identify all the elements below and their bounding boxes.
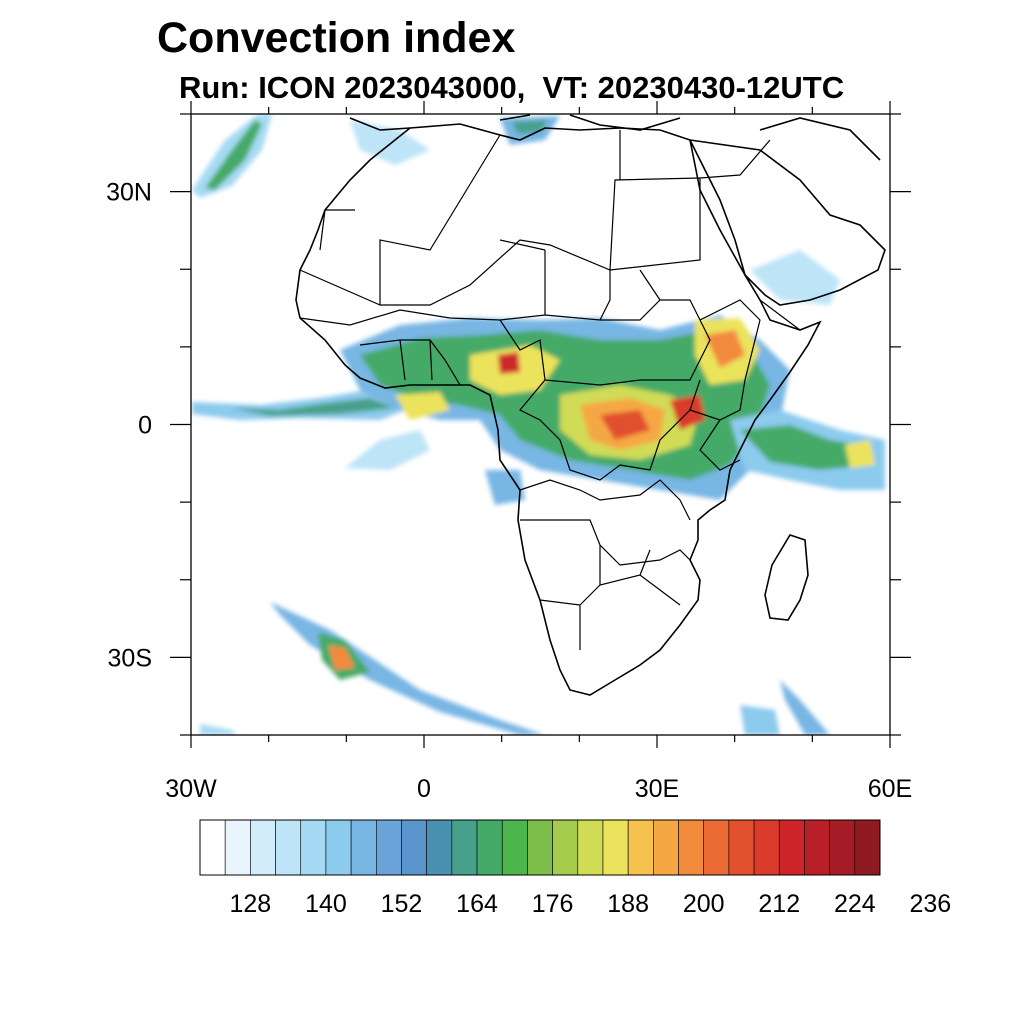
colorbar-swatch [275,819,302,876]
colorbar-outline [199,819,881,876]
field-patch-southwest-edge [200,724,236,735]
colorbar-swatch [527,819,553,876]
chart-subtitle: Run: ICON 2023043000, VT: 20230430-12UTC [179,70,845,105]
colorbar-swatch [451,819,478,876]
field-patch-north-atlantic-core [205,120,262,190]
chart-title: Convection index [157,14,516,62]
field-patch-southeast-band2 [740,705,780,735]
colorbar-swatch [804,819,830,876]
field-patch-south-atlantic-front [270,602,545,735]
axis-tick-labels: 30W 0 30E 60E 30N 0 30S [106,179,912,803]
europe-coastline [349,114,881,161]
colorbar-swatch [854,819,881,876]
arabia-coastline [688,139,886,306]
border-central [499,299,711,481]
colorbar-swatch [627,819,654,876]
colorbar-swatch [829,819,856,876]
country-borders [299,130,801,650]
africa-coastline [295,123,822,696]
field-patch-nigeria-core [498,352,520,374]
colorbar-swatch [401,819,427,876]
colorbar-label: 200 [683,890,725,918]
field-patch-ethiopia-core [705,330,745,368]
field-patch-congo-fringe [485,470,525,505]
colorbar-label: 224 [834,890,876,918]
field-patch-indian-ocean-core [845,440,875,468]
colorbar [199,819,881,876]
border-sahara-west [299,134,701,306]
colorbar-label: 236 [910,890,952,918]
colorbar-swatch [426,819,453,876]
x-tick-label: 0 [417,775,431,803]
field-patch-arabia [750,250,840,305]
field-patch-central-africa-red [600,410,650,440]
border-west-coast [359,339,461,386]
field-patch-gulf-guinea [395,392,450,420]
colorbar-swatch [350,819,377,876]
colorbar-label: 176 [532,890,574,918]
y-tick-label: 30N [106,179,152,207]
colorbar-label: 164 [456,890,498,918]
colorbar-label: 188 [607,890,649,918]
field-patch-atlantic-band-core [230,398,395,416]
x-tick-label: 30E [635,775,679,803]
colorbar-swatch [199,819,226,876]
colorbar-swatch [602,819,629,876]
coastlines [295,114,886,696]
border-sahel [299,239,611,326]
convection-field [192,114,885,735]
colorbar-swatch [250,819,276,876]
colorbar-swatch [577,819,604,876]
colorbar-swatch [778,819,805,876]
axis-ticks [170,101,911,748]
field-patch-north-africa [350,120,430,165]
colorbar-swatch [753,819,780,876]
colorbar-swatch [703,819,730,876]
field-patch-east-africa-core [740,425,870,470]
colorbar-swatch [375,819,402,876]
colorbar-label: 140 [305,890,347,918]
colorbar-label: 152 [381,890,423,918]
x-tick-label: 60E [868,775,912,803]
colorbar-label: 128 [230,890,272,918]
colorbar-swatch [476,819,503,876]
colorbar-labels: 128 140 152 164 176 188 200 212 224 236 [230,890,952,918]
colorbar-swatch [678,819,705,876]
colorbar-swatch [653,819,679,876]
colorbar-label: 212 [758,890,800,918]
border-east [689,299,801,471]
colorbar-swatch [224,819,251,876]
x-tick-label: 30W [165,775,217,803]
colorbar-swatch [325,819,352,876]
field-patch-south-atlantic-front-max [328,645,355,670]
y-tick-label: 30S [108,644,152,672]
colorbar-swatch [501,819,528,876]
colorbar-swatch [552,819,579,876]
border-north-east [609,130,771,301]
madagascar-coastline [764,534,809,621]
colorbar-swatch [300,819,327,876]
colorbar-swatch [728,819,755,876]
field-patch-southeast-band [780,680,830,735]
y-tick-label: 0 [138,412,152,440]
border-south [519,479,691,650]
field-patch-atlantic-south-streak [345,430,430,470]
